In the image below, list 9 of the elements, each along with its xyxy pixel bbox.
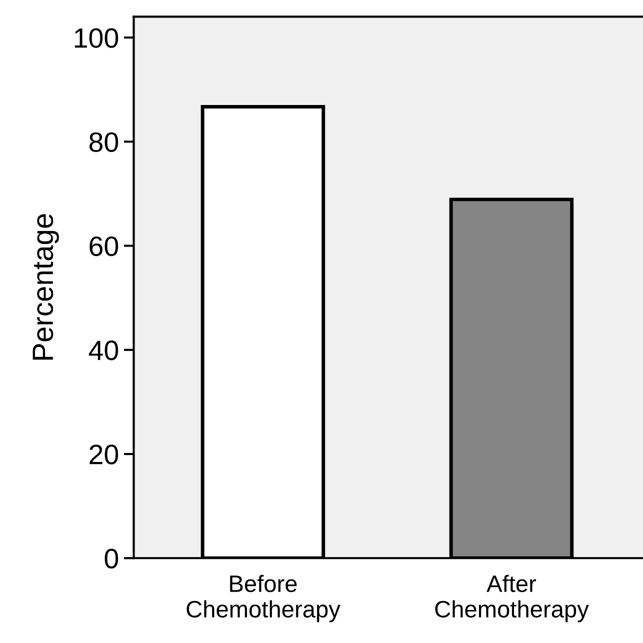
y-tick-label: 40 (88, 340, 118, 360)
y-tick-label: 20 (90, 444, 118, 464)
y-tick-label: 100 (74, 28, 118, 48)
x-tick-label: After Chemotherapy (435, 574, 589, 622)
y-tick-label: 0 (104, 548, 118, 568)
x-tick-label: Before Chemotherapy (186, 574, 340, 622)
y-tick-label: 80 (89, 132, 118, 152)
y-tick-label: 60 (90, 236, 118, 256)
y-axis-title: Percentage (32, 214, 59, 360)
